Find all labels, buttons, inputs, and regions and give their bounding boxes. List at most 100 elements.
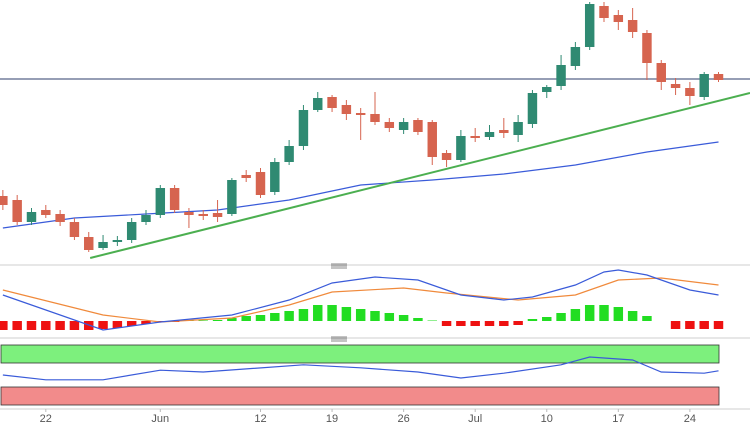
candle-body bbox=[527, 93, 538, 124]
macd-histogram-bar bbox=[513, 321, 523, 325]
candle-body bbox=[570, 47, 581, 66]
macd-histogram-bar bbox=[41, 321, 51, 330]
candle-body bbox=[499, 130, 509, 133]
candle-body bbox=[456, 136, 466, 160]
candle-body bbox=[241, 175, 251, 178]
candle-body bbox=[642, 33, 652, 63]
candle-body bbox=[556, 65, 566, 86]
macd-histogram-bar bbox=[484, 321, 495, 326]
x-tick-label: 19 bbox=[326, 413, 338, 425]
candle-body bbox=[327, 97, 337, 108]
candle-body bbox=[613, 15, 624, 22]
macd-histogram-bar bbox=[327, 305, 337, 321]
candle-body bbox=[370, 114, 380, 122]
macd-line bbox=[2, 269, 719, 331]
candle-body bbox=[112, 240, 123, 242]
x-tick-label: Jun bbox=[151, 413, 169, 425]
macd-histogram-bar bbox=[26, 321, 37, 330]
candle-body bbox=[599, 6, 609, 18]
candle-body bbox=[384, 122, 395, 128]
macd-histogram-bar bbox=[713, 321, 724, 329]
candle-body bbox=[670, 84, 681, 88]
x-tick-label: 17 bbox=[612, 413, 624, 425]
macd-histogram-bar bbox=[413, 318, 423, 321]
candle-body bbox=[155, 188, 166, 215]
rsi-band bbox=[0, 386, 720, 406]
macd-histogram-bar bbox=[284, 311, 294, 321]
candle-body bbox=[198, 214, 208, 216]
candle-body bbox=[313, 98, 323, 110]
macd-histogram-bar bbox=[427, 320, 437, 321]
macd-histogram-bar bbox=[12, 321, 22, 330]
candle-body bbox=[255, 172, 266, 195]
candle-body bbox=[656, 63, 666, 82]
candle-body bbox=[0, 196, 8, 205]
macd-histogram-bar bbox=[112, 321, 123, 328]
macd-histogram-bar bbox=[126, 321, 137, 326]
candle-body bbox=[713, 74, 724, 80]
macd-histogram-bar bbox=[642, 316, 652, 321]
macd-histogram-bar bbox=[212, 320, 223, 321]
candle-body bbox=[427, 122, 437, 157]
candle-body bbox=[441, 153, 452, 160]
macd-histogram-bar bbox=[613, 307, 624, 321]
pane-grip[interactable] bbox=[331, 263, 347, 269]
macd-histogram-bar bbox=[355, 309, 366, 321]
macd-histogram-bar bbox=[556, 313, 566, 321]
candle-body bbox=[584, 4, 595, 47]
macd-histogram-bar bbox=[98, 321, 108, 329]
x-tick-label: Jul bbox=[468, 413, 482, 425]
candle-body bbox=[341, 105, 352, 114]
candle-body bbox=[212, 213, 223, 217]
candle-body bbox=[184, 212, 194, 215]
macd-histogram-bar bbox=[55, 321, 65, 330]
macd-histogram-bar bbox=[141, 321, 151, 324]
candle-body bbox=[398, 122, 409, 130]
macd-histogram-bar bbox=[227, 318, 237, 321]
macd-histogram-bar bbox=[313, 305, 323, 321]
candle-body bbox=[69, 222, 80, 237]
macd-histogram-bar bbox=[69, 321, 80, 330]
macd-histogram-bar bbox=[527, 319, 538, 321]
candle-body bbox=[270, 162, 280, 192]
candle-body bbox=[169, 188, 180, 210]
macd-histogram-bar bbox=[570, 309, 581, 321]
macd-histogram-bar bbox=[699, 321, 709, 329]
candle-body bbox=[513, 122, 523, 135]
candle-body bbox=[413, 120, 423, 132]
macd-histogram-bar bbox=[398, 315, 409, 321]
rsi-line bbox=[2, 356, 719, 381]
macd-histogram-bar bbox=[456, 321, 466, 326]
candle-body bbox=[470, 136, 480, 138]
macd-histogram-bar bbox=[627, 311, 638, 321]
candle-body bbox=[227, 180, 237, 214]
candle-body bbox=[26, 212, 37, 222]
macd-histogram-bar bbox=[270, 313, 280, 321]
macd-histogram-bar bbox=[370, 311, 380, 321]
moving-average bbox=[2, 141, 719, 229]
macd-histogram-bar bbox=[255, 315, 266, 321]
candle-body bbox=[126, 222, 137, 240]
macd-histogram-bar bbox=[584, 305, 595, 321]
pane-grip[interactable] bbox=[331, 336, 347, 342]
rsi-band bbox=[0, 344, 720, 364]
macd-histogram-bar bbox=[384, 313, 395, 321]
x-tick-label: 12 bbox=[254, 413, 266, 425]
macd-histogram-bar bbox=[0, 321, 8, 330]
macd-histogram-bar bbox=[241, 316, 251, 321]
macd-histogram-bar bbox=[298, 309, 309, 321]
candle-body bbox=[98, 242, 108, 248]
candle-body bbox=[484, 132, 495, 137]
x-tick-label: 22 bbox=[40, 413, 52, 425]
candle-body bbox=[55, 214, 65, 222]
candle-body bbox=[298, 110, 309, 146]
candle-body bbox=[141, 215, 151, 222]
candle-body bbox=[84, 237, 94, 250]
x-tick-label: 10 bbox=[541, 413, 553, 425]
candle-body bbox=[41, 210, 51, 215]
candle-body bbox=[12, 200, 22, 222]
macd-histogram-bar bbox=[341, 307, 352, 321]
macd-histogram-bar bbox=[685, 321, 695, 329]
